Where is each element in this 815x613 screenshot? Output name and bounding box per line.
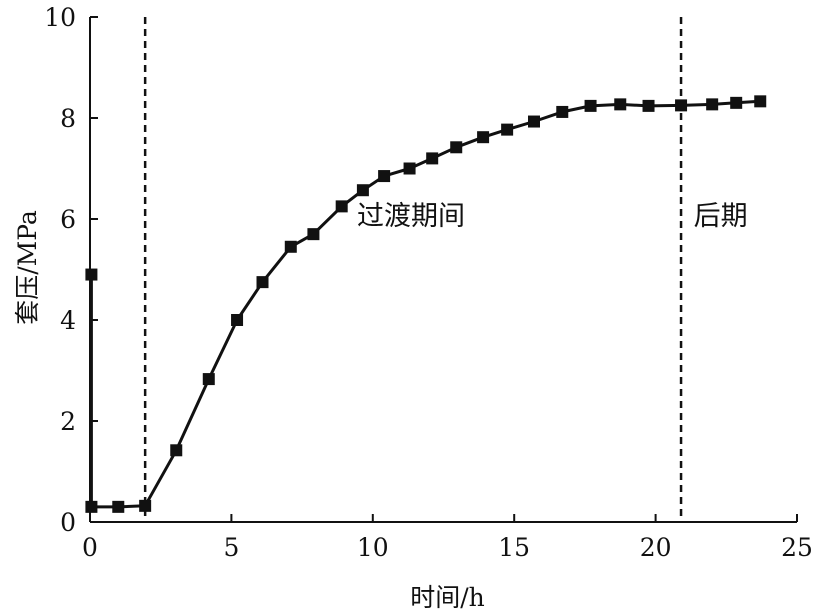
data-point [527, 115, 540, 128]
data-point [335, 200, 348, 213]
x-axis-title: 时间/h [410, 583, 485, 612]
x-tick-label: 15 [498, 533, 530, 562]
data-point [706, 98, 719, 111]
series-group [85, 95, 767, 513]
data-point [754, 95, 767, 108]
data-point [202, 373, 215, 386]
data-point [356, 184, 369, 197]
data-point [403, 162, 416, 175]
data-point [426, 152, 439, 165]
data-point [642, 99, 655, 112]
y-tick-label: 0 [60, 508, 76, 537]
x-tick-label: 0 [82, 533, 98, 562]
y-tick-label: 10 [44, 3, 76, 32]
data-point [584, 99, 597, 112]
data-point [675, 99, 688, 112]
y-tick-label: 4 [60, 306, 76, 335]
axes: 0 5 10 15 20 25 0 2 4 6 8 10 [44, 3, 813, 562]
x-tick-label: 25 [781, 533, 813, 562]
labels: 时间/h 套压/MPa 过渡期间 后期 [13, 201, 748, 612]
reference-lines [143, 17, 683, 522]
data-point [501, 123, 514, 136]
data-point [614, 98, 627, 111]
annotation-transition: 过渡期间 [357, 201, 465, 232]
data-point [139, 499, 152, 512]
data-point [112, 500, 125, 513]
series-line [89, 99, 761, 509]
data-point [307, 228, 320, 241]
y-tick-label: 2 [60, 407, 76, 436]
x-tick-label: 5 [223, 533, 239, 562]
data-point [477, 131, 490, 144]
data-point [85, 500, 98, 513]
annotation-late: 后期 [694, 201, 748, 232]
data-point [231, 314, 244, 326]
data-point [378, 170, 391, 183]
data-point [256, 276, 269, 289]
data-point [556, 105, 569, 118]
y-tick-label: 6 [60, 205, 76, 234]
x-tick-label: 20 [640, 533, 672, 562]
y-tick-label: 8 [60, 104, 76, 133]
data-point [170, 444, 183, 457]
data-point [450, 141, 463, 154]
data-point [85, 268, 98, 281]
data-point [284, 240, 297, 253]
data-point [730, 96, 743, 109]
y-axis-title: 套压/MPa [13, 210, 42, 325]
x-tick-label: 10 [357, 533, 389, 562]
